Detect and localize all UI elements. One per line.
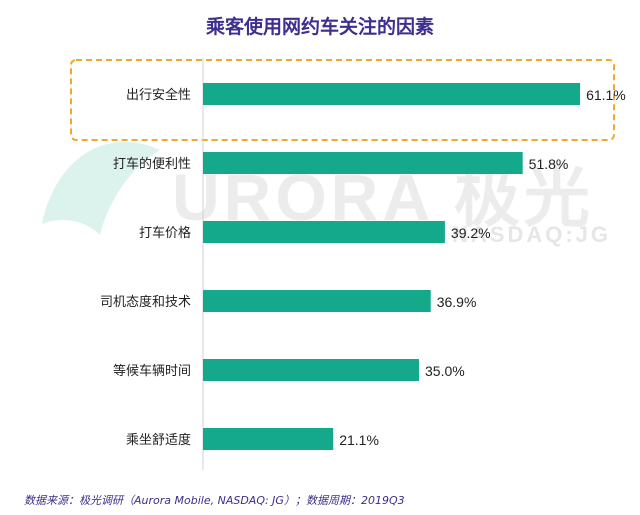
source-footnote: 数据来源：极光调研（Aurora Mobile, NASDAQ: JG）；数据周… [24,494,405,507]
watermark-logo-icon [42,141,160,235]
data-label: 35.0% [425,363,465,379]
bar [203,152,523,174]
bar [203,83,581,105]
data-label: 61.1% [586,87,626,103]
bar [203,290,431,312]
category-label: 司机态度和技术 [100,294,191,310]
category-label: 打车的便利性 [113,156,191,172]
category-label: 打车价格 [139,225,191,241]
category-label: 乘坐舒适度 [126,432,191,448]
data-label: 36.9% [437,294,477,310]
chart-title: 乘客使用网约车关注的因素 [205,16,434,38]
data-label: 51.8% [529,156,569,172]
watermark-ticker: NASDAQ:JG [452,222,612,247]
bar [203,428,334,450]
category-label: 等候车辆时间 [113,363,191,379]
data-label: 39.2% [451,225,491,241]
highlight-box [70,59,615,141]
bar [203,359,419,381]
bar [203,221,445,243]
category-label: 出行安全性 [126,87,191,103]
data-label: 21.1% [339,432,379,448]
